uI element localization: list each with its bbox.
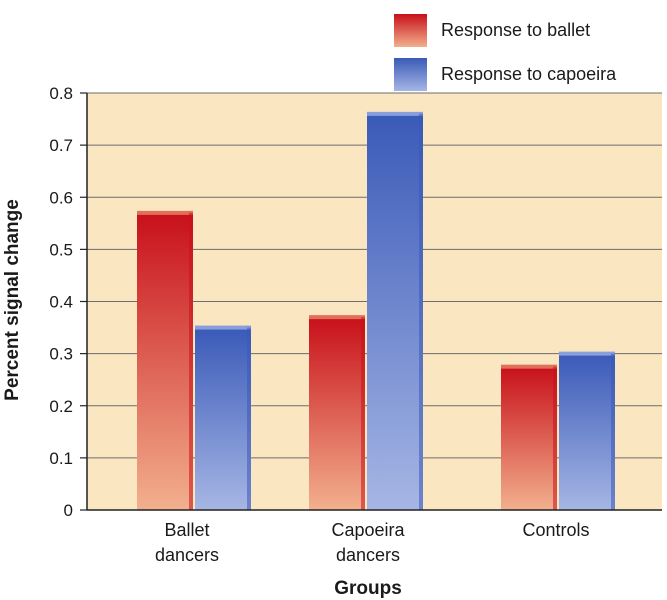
bar-cap [195,325,251,330]
y-tick-label: 0.4 [49,293,73,312]
bar-ballet-2 [501,366,557,510]
bar-capoeira-1 [367,113,423,510]
y-tick-labels: 0 0.1 0.2 0.3 0.4 0.5 0.6 0.7 0.8 [49,84,73,520]
bar-capoeira-0 [195,327,251,510]
x-category-label: dancers [336,545,400,565]
bar-shade [361,317,365,510]
bar-cap [501,364,557,369]
y-tick-label: 0.3 [49,345,73,364]
x-category-label: Controls [522,520,589,540]
y-tick-label: 0 [64,501,73,520]
y-tick-label: 0.1 [49,449,73,468]
x-axis-title: Groups [334,578,402,599]
legend-label: Response to ballet [441,20,590,40]
y-tick-label: 0.7 [49,136,73,155]
bar-shade [553,366,557,510]
bar-shade [419,113,423,510]
y-tick-label: 0.6 [49,188,73,207]
bar-ballet-1 [309,317,365,510]
x-category-labels: Ballet dancers Capoeira dancers Controls [155,520,590,565]
bar-shade [611,353,615,510]
legend: Response to ballet Response to capoeira [394,14,617,91]
x-category-label: dancers [155,545,219,565]
bar-cap [367,111,423,116]
y-tick-label: 0.5 [49,240,73,259]
y-tick-label: 0.8 [49,84,73,103]
y-tick-label: 0.2 [49,397,73,416]
bar-shade [247,327,251,510]
bar-capoeira-2 [559,353,615,510]
x-category-label: Capoeira [331,520,405,540]
legend-swatch-ballet [394,14,427,47]
bar-cap [309,315,365,320]
bar-cap [559,351,615,356]
bar-ballet-0 [137,212,193,510]
bar-shade [189,212,193,510]
legend-swatch-capoeira [394,58,427,91]
legend-label: Response to capoeira [441,64,617,84]
bars [137,111,615,510]
y-axis-title: Percent signal change [2,199,23,401]
x-category-label: Ballet [164,520,209,540]
bar-cap [137,210,193,215]
